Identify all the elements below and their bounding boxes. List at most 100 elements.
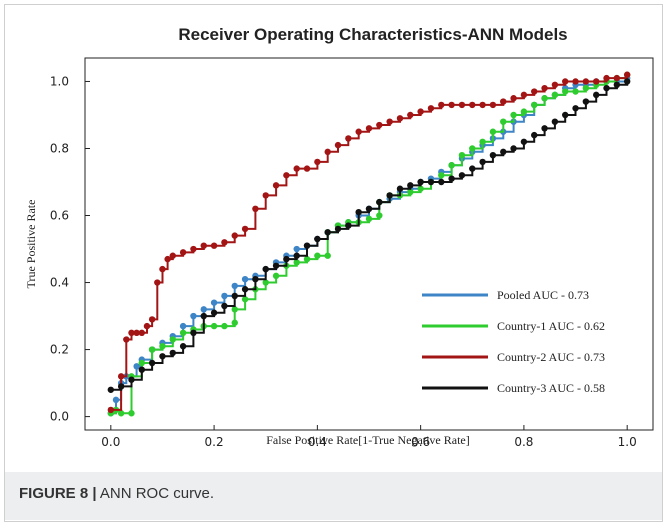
data-point-country-1 [479, 138, 486, 145]
data-point-country-1 [210, 322, 218, 330]
data-point-country-3 [128, 376, 135, 383]
data-point-country-2 [572, 78, 579, 85]
data-point-country-2 [469, 101, 476, 109]
data-point-country-3 [541, 125, 548, 132]
data-point-country-2 [582, 78, 590, 85]
x-tick-label: 0.0 [101, 435, 120, 449]
data-point-country-1 [314, 252, 321, 259]
data-point-country-1 [117, 410, 125, 417]
data-point-country-2 [355, 128, 362, 135]
data-point-pooled [179, 322, 187, 330]
data-point-country-2 [541, 84, 548, 92]
data-point-country-3 [469, 165, 476, 172]
y-tick-label: 0.4 [50, 276, 69, 290]
data-point-country-1 [531, 101, 538, 109]
series-country-3 [107, 78, 631, 393]
data-point-country-3 [210, 309, 218, 316]
data-point-country-1 [458, 151, 466, 159]
data-point-country-3 [200, 312, 207, 320]
data-point-country-2 [427, 105, 435, 112]
data-point-pooled [210, 299, 218, 306]
data-point-country-2 [262, 192, 269, 199]
data-point-country-2 [123, 336, 130, 343]
data-point-country-1 [169, 336, 176, 343]
series-layer [107, 71, 631, 417]
y-tick-label: 0.2 [50, 343, 69, 357]
data-point-country-1 [562, 88, 569, 95]
data-point-country-2 [448, 101, 455, 109]
data-point-country-1 [520, 108, 528, 115]
data-point-country-2 [133, 329, 140, 337]
data-point-country-3 [262, 265, 269, 273]
data-point-country-2 [386, 118, 393, 125]
data-point-country-2 [148, 316, 156, 323]
data-point-country-1 [365, 215, 373, 223]
caption-label: FIGURE 8 | [19, 485, 97, 502]
data-point-country-3 [551, 118, 559, 125]
data-point-country-2 [531, 88, 538, 95]
data-point-country-2 [417, 108, 424, 115]
data-point-country-3 [159, 353, 166, 360]
series-country-1 [107, 71, 631, 417]
data-point-pooled [112, 396, 120, 404]
data-point-country-3 [231, 292, 238, 300]
data-point-pooled [133, 363, 140, 370]
data-point-country-2 [117, 373, 125, 380]
series-country-2 [107, 71, 631, 414]
data-point-country-3 [138, 366, 145, 373]
data-point-country-3 [500, 148, 507, 156]
data-point-country-1 [500, 118, 507, 125]
data-point-country-3 [458, 172, 466, 179]
data-point-country-3 [169, 349, 176, 357]
data-point-country-1 [293, 259, 300, 266]
data-point-country-2 [241, 225, 249, 233]
data-point-country-2 [551, 81, 559, 89]
figure-caption: FIGURE 8 | ANN ROC curve. [19, 485, 214, 502]
caption-text: ANN ROC curve. [96, 485, 215, 502]
data-point-country-2 [179, 249, 187, 256]
y-tick-label: 0.8 [50, 141, 69, 155]
data-point-country-1 [551, 91, 559, 99]
legend-label-country-1: Country-1 AUC - 0.62 [497, 319, 605, 333]
data-point-country-2 [303, 165, 311, 172]
data-point-pooled [190, 312, 197, 320]
figure-frame [4, 4, 663, 522]
data-point-country-2 [324, 148, 331, 156]
data-point-country-1 [489, 128, 497, 135]
data-point-country-2 [200, 242, 207, 249]
data-point-country-2 [345, 135, 352, 142]
data-point-country-3 [603, 84, 610, 92]
data-point-country-2 [283, 172, 290, 179]
data-point-country-3 [221, 302, 228, 310]
data-point-country-3 [148, 359, 156, 367]
data-point-country-1 [376, 212, 383, 219]
data-point-country-2 [593, 78, 600, 85]
data-point-country-2 [272, 182, 280, 189]
data-point-country-3 [324, 229, 331, 236]
data-point-country-3 [396, 185, 404, 192]
data-point-country-2 [164, 255, 171, 263]
data-point-country-3 [303, 242, 311, 249]
data-point-country-3 [293, 252, 300, 259]
data-point-country-3 [190, 329, 197, 337]
data-point-country-2 [407, 111, 414, 119]
data-point-country-2 [143, 322, 151, 330]
data-point-country-3 [562, 111, 569, 119]
data-point-country-1 [231, 306, 238, 313]
data-point-pooled [293, 245, 300, 253]
data-point-country-1 [221, 322, 228, 330]
data-point-country-1 [272, 272, 280, 280]
data-point-country-2 [293, 165, 300, 172]
data-point-country-3 [438, 178, 445, 186]
data-point-country-3 [241, 286, 249, 293]
y-axis: 0.0 0.2 0.4 0.6 0.8 1.0 [50, 74, 90, 424]
data-point-country-3 [407, 182, 414, 189]
data-point-country-1 [510, 111, 517, 119]
data-point-country-1 [541, 95, 548, 102]
data-point-country-2 [159, 265, 166, 273]
data-point-country-3 [272, 262, 280, 269]
x-tick-label: 0.4 [308, 435, 327, 449]
x-tick-label: 0.6 [411, 435, 430, 449]
data-point-country-2 [314, 158, 321, 166]
data-point-country-2 [613, 74, 621, 82]
